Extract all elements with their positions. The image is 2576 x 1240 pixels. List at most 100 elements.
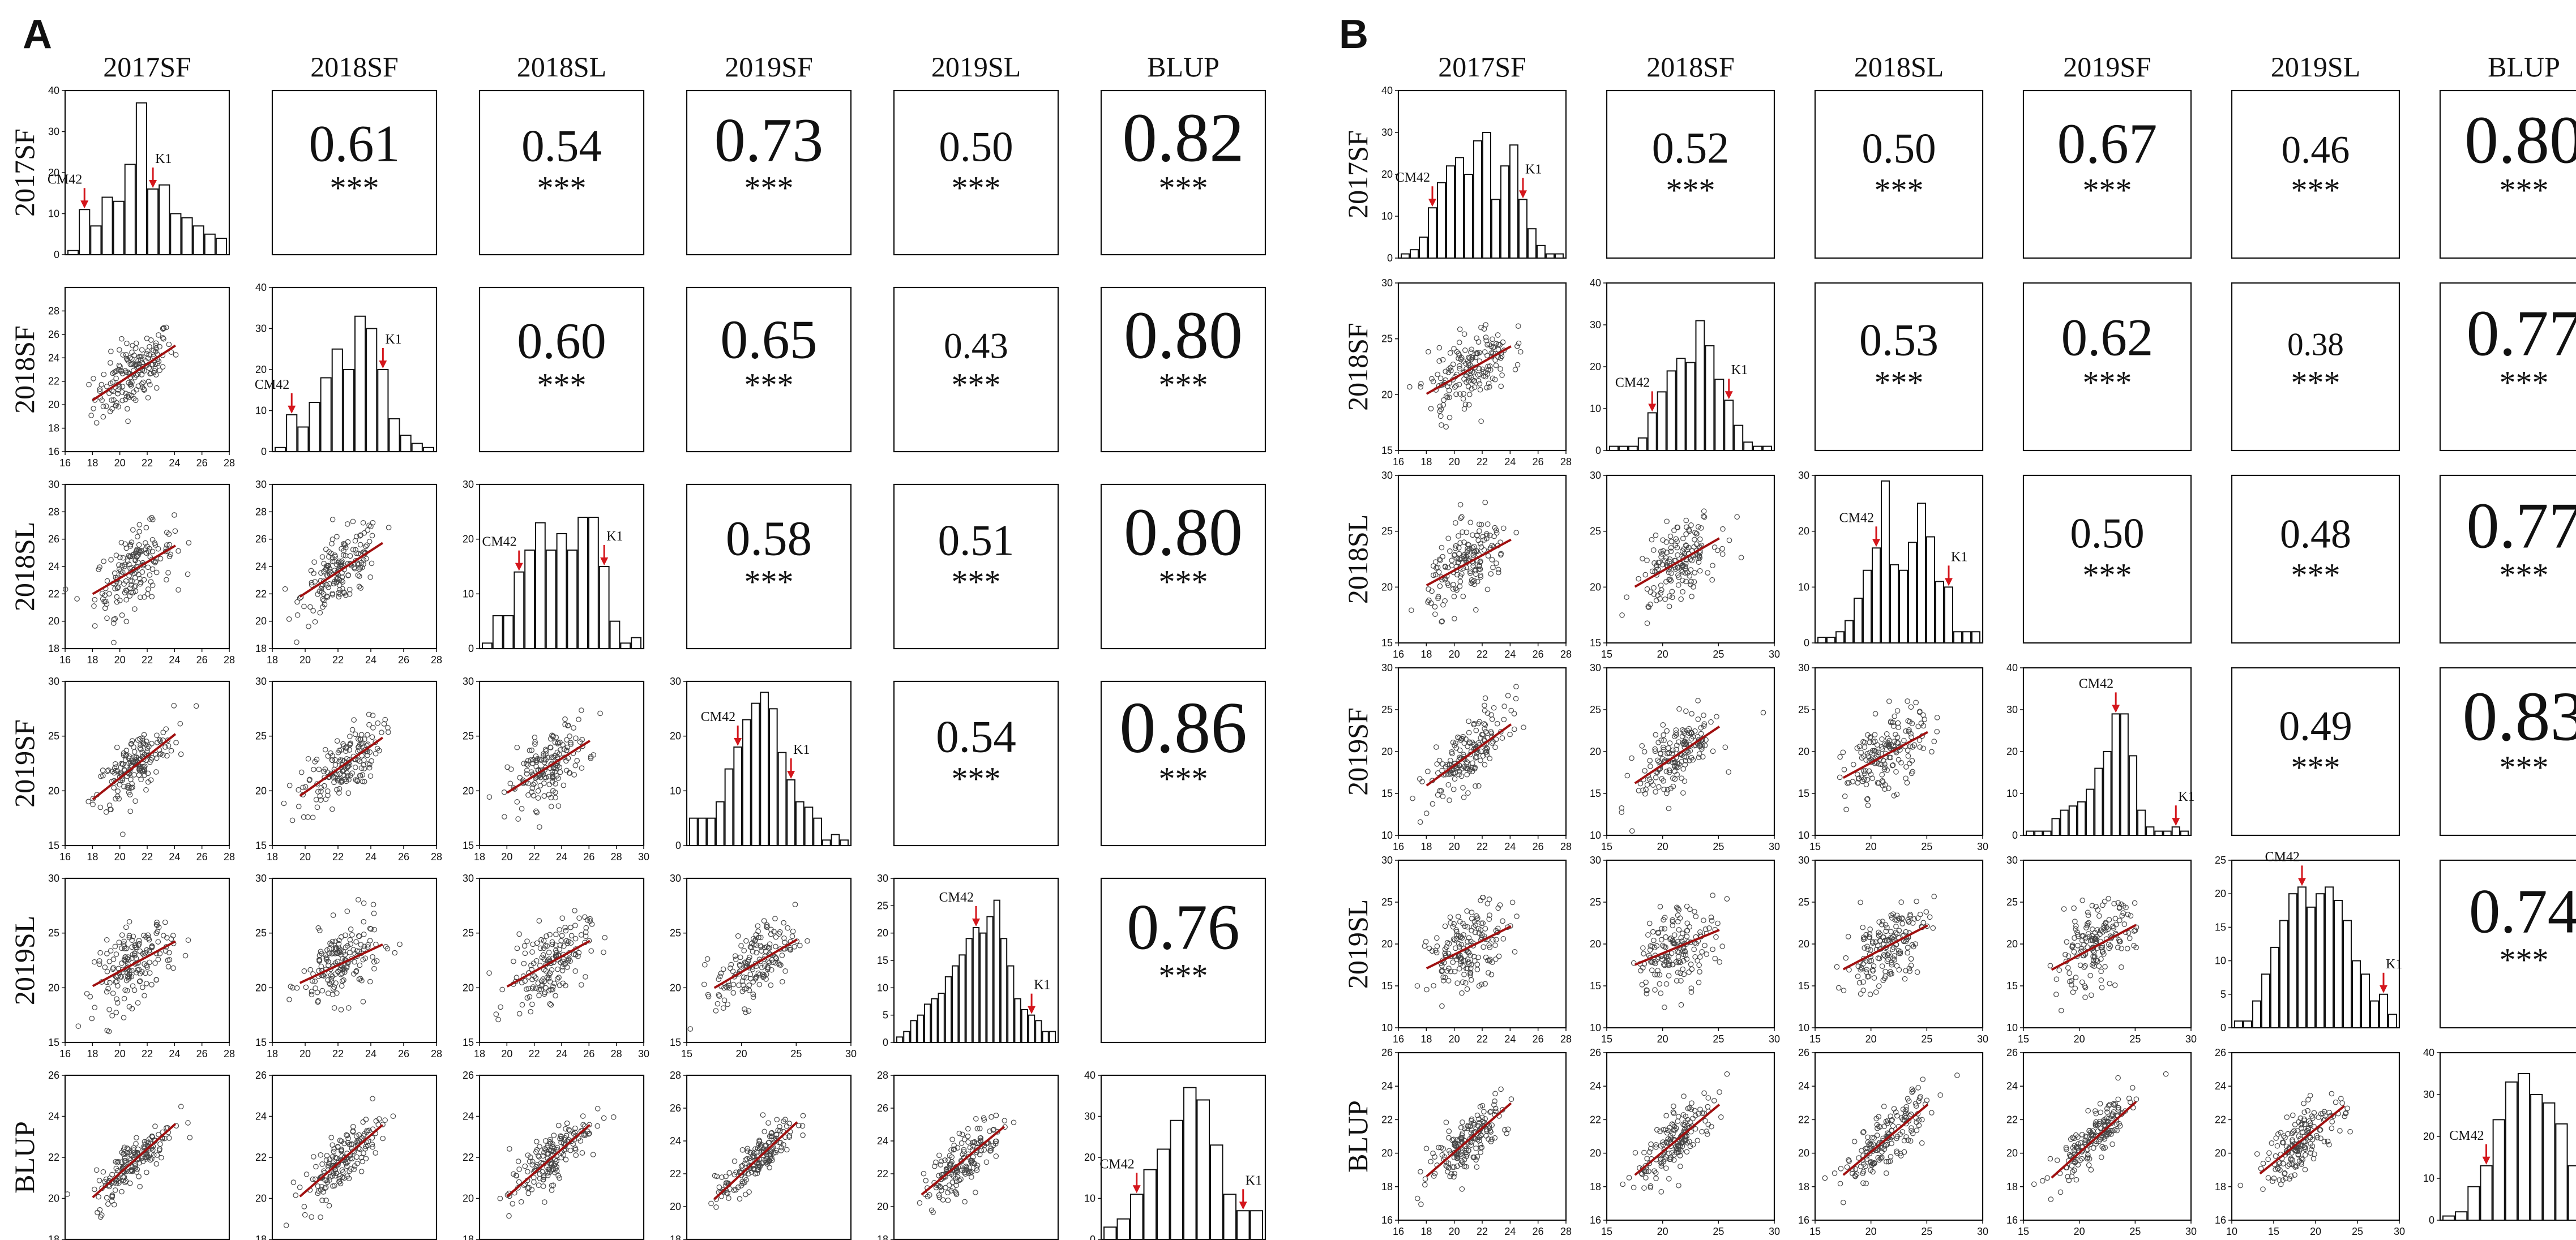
scatter-point xyxy=(1738,555,1744,560)
histogram-bar xyxy=(1743,441,1753,452)
scatter-point xyxy=(1491,705,1497,711)
scatter-point xyxy=(541,780,547,786)
scatter-point xyxy=(1472,929,1478,936)
scatter-point xyxy=(1880,758,1886,764)
scatter-point xyxy=(153,755,160,761)
scatter-point xyxy=(363,543,369,550)
scatter-point xyxy=(129,1006,135,1012)
y-tick-label: 10 xyxy=(1084,1193,1096,1204)
y-tick-label: 25 xyxy=(1381,704,1393,715)
histogram-bar xyxy=(2103,751,2112,836)
scatter-point xyxy=(556,1122,562,1129)
scatter-point xyxy=(1459,736,1465,741)
scatter-point xyxy=(339,586,345,591)
scatter-point xyxy=(96,961,102,967)
scatter-point xyxy=(1479,981,1484,988)
scatter-point xyxy=(687,1026,694,1032)
scatter-point xyxy=(951,1173,956,1179)
scatter-point xyxy=(1486,341,1492,347)
scatter-point xyxy=(1466,961,1472,967)
scatter-point xyxy=(366,711,372,718)
scatter-point xyxy=(1452,616,1457,621)
scatter-point xyxy=(1454,349,1460,355)
scatter-point xyxy=(1681,778,1688,784)
scatter-point xyxy=(344,521,350,527)
scatter-point xyxy=(319,988,326,994)
scatter-point xyxy=(1629,755,1634,761)
scatter-point xyxy=(1624,773,1631,779)
scatter-point xyxy=(525,1185,530,1191)
scatter-point xyxy=(163,324,169,331)
x-tick-label: 24 xyxy=(1504,1033,1516,1045)
scatter-point xyxy=(1843,806,1849,813)
scatter-point xyxy=(1460,785,1466,791)
scatter-point xyxy=(1673,536,1679,542)
scatter-point xyxy=(742,986,748,992)
histogram-bar xyxy=(354,315,366,452)
scatter-point xyxy=(294,599,300,605)
scatter-point xyxy=(185,1120,191,1126)
scatter-point xyxy=(338,779,344,786)
cell-2017SF-2018SL: 0.50*** xyxy=(1814,89,1984,259)
scatter-point xyxy=(100,773,106,779)
scatter-point xyxy=(98,773,104,779)
scatter-point xyxy=(589,921,595,927)
scatter-point xyxy=(89,1015,95,1022)
scatter-point xyxy=(537,783,544,789)
scatter-point xyxy=(1734,514,1740,520)
scatter-point xyxy=(737,1196,743,1202)
y-tick-label: 10 xyxy=(463,588,474,599)
scatter-point xyxy=(516,1166,522,1172)
scatter-point xyxy=(1482,702,1487,709)
scatter-point xyxy=(1624,594,1629,600)
scatter-point xyxy=(162,919,168,925)
scatter-point xyxy=(1480,944,1486,950)
scatter-point xyxy=(1879,746,1885,752)
scatter-point xyxy=(1453,391,1459,397)
scatter-point xyxy=(1882,765,1888,770)
correlation-value: 0.51 xyxy=(938,516,1015,565)
scatter-point xyxy=(1668,578,1674,584)
scatter-point xyxy=(1649,568,1655,574)
scatter-point xyxy=(1934,728,1940,735)
scatter-point xyxy=(346,1175,352,1181)
histogram-bar xyxy=(1753,445,1763,451)
scatter-point xyxy=(115,788,121,794)
scatter-point xyxy=(1862,744,1868,750)
scatter-point xyxy=(701,981,707,988)
scatter-point xyxy=(768,982,774,988)
scatter-point xyxy=(1643,979,1649,985)
scatter-point xyxy=(738,943,744,949)
y-tick-label: 30 xyxy=(1381,127,1393,138)
scatter-point xyxy=(101,371,107,377)
scatter-point xyxy=(747,944,754,950)
scatter-point xyxy=(92,1186,97,1192)
scatter-point xyxy=(1655,566,1661,572)
scatter-point xyxy=(1918,720,1924,726)
row-header: 2019SL xyxy=(8,916,40,1005)
scatter-point xyxy=(97,386,103,392)
scatter-point xyxy=(344,908,350,914)
scatter-point xyxy=(137,1183,143,1190)
scatter-point xyxy=(1482,762,1488,768)
scatter-point xyxy=(142,594,147,600)
scatter-point xyxy=(1432,604,1438,610)
scatter-point xyxy=(165,743,172,749)
scatter-point xyxy=(120,761,126,767)
scatter-point xyxy=(541,1174,547,1180)
scatter-point xyxy=(313,1176,318,1182)
scatter-point xyxy=(993,1138,999,1144)
y-tick-label: 22 xyxy=(48,376,59,387)
scatter-point xyxy=(310,814,316,821)
scatter-point xyxy=(1471,370,1477,376)
scatter-point xyxy=(1876,761,1882,767)
scatter-point xyxy=(921,1170,927,1177)
scatter-point xyxy=(338,1007,344,1012)
scatter-point xyxy=(1450,936,1457,942)
scatter-point xyxy=(568,940,574,946)
